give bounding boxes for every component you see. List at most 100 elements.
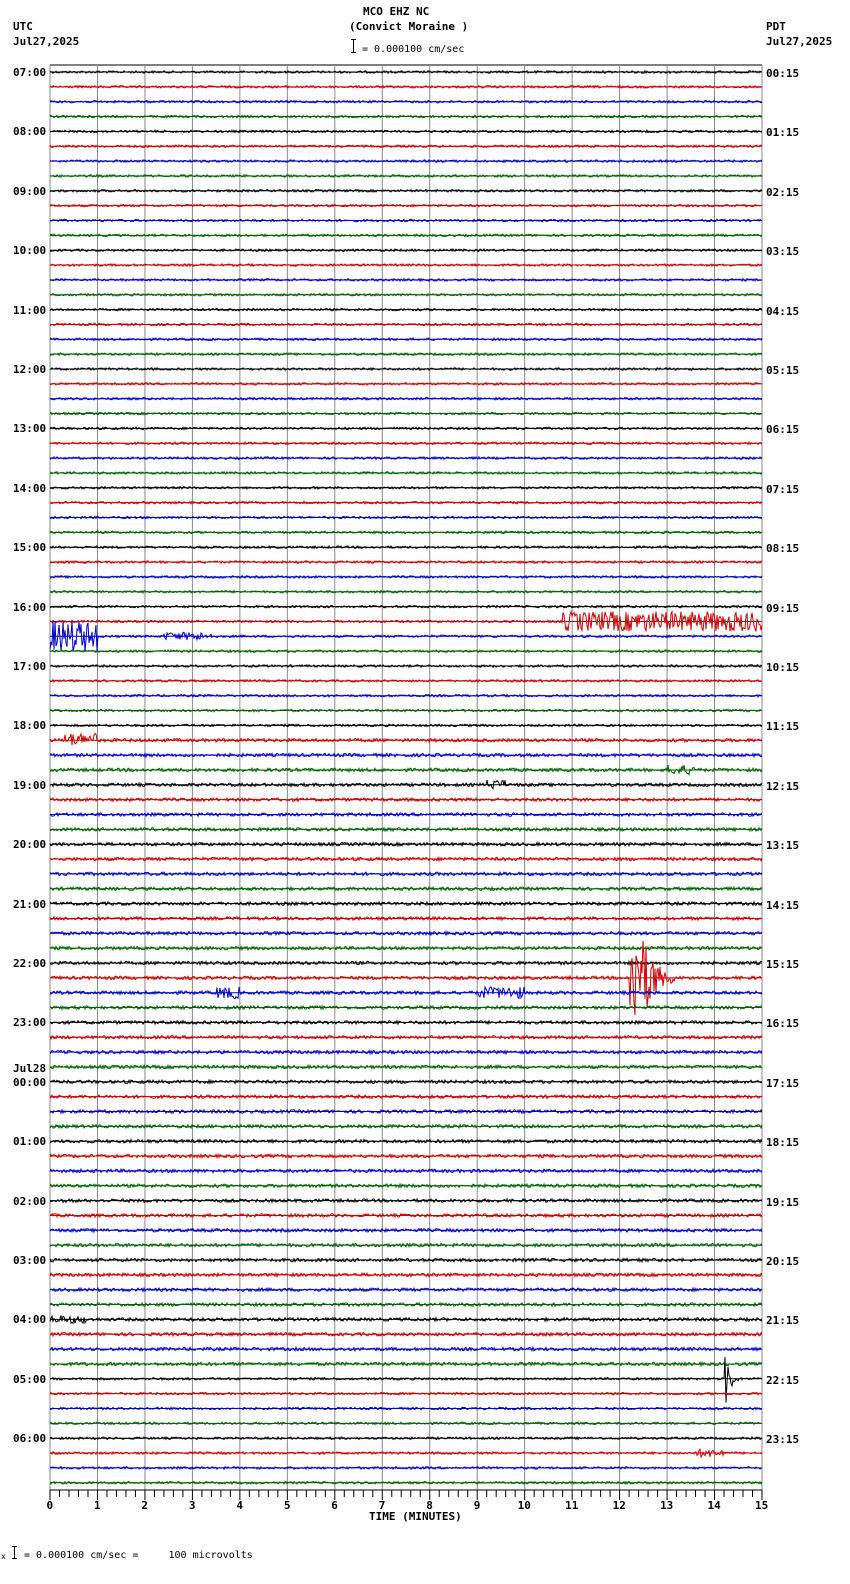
utc-hour-label: 18:00 xyxy=(13,719,47,733)
pdt-hour-label: 23:15 xyxy=(766,1433,800,1447)
pdt-hour-label: 05:15 xyxy=(766,364,800,377)
utc-hour-label: 20:00 xyxy=(13,838,47,852)
x-tick-label: 9 xyxy=(473,1499,481,1512)
seismic-trace xyxy=(49,455,763,461)
x-tick-label: 0 xyxy=(46,1499,54,1512)
pdt-hour-label: 11:15 xyxy=(766,720,800,734)
seismic-trace xyxy=(49,840,763,848)
seismic-trace xyxy=(49,1356,763,1403)
utc-hour-label: 08:00 xyxy=(13,125,47,139)
utc-hour-label: 15:00 xyxy=(13,541,47,555)
footer-scale-prefix: x xyxy=(1,1552,6,1561)
seismic-trace xyxy=(49,158,763,164)
x-tick-label: 2 xyxy=(141,1499,149,1512)
station-title: MCO EHZ NC xyxy=(363,5,430,18)
seismic-trace xyxy=(49,277,763,283)
seismic-trace xyxy=(49,1391,763,1396)
pdt-hour-label: 18:15 xyxy=(766,1136,800,1150)
seismic-trace xyxy=(49,1301,763,1308)
seismic-trace xyxy=(49,811,763,818)
seismic-trace xyxy=(49,470,763,476)
pdt-hour-label: 19:15 xyxy=(766,1195,800,1209)
seismic-trace xyxy=(50,351,763,357)
utc-hour-label: 23:00 xyxy=(13,1016,47,1030)
utc-hour-label: 21:00 xyxy=(13,897,47,911)
seismic-trace xyxy=(50,292,763,297)
seismic-trace xyxy=(49,1048,763,1056)
seismic-trace xyxy=(49,1152,763,1160)
seismic-trace xyxy=(49,648,763,654)
seismic-trace xyxy=(49,1197,763,1204)
seismic-trace xyxy=(49,262,763,268)
pdt-hour-label: 10:15 xyxy=(766,661,800,674)
x-tick-label: 15 xyxy=(755,1499,769,1512)
utc-hour-label: 22:00 xyxy=(13,957,47,970)
seismic-trace xyxy=(49,1331,763,1338)
seismic-trace xyxy=(49,1448,763,1459)
seismic-trace xyxy=(49,678,763,684)
seismic-trace xyxy=(49,1212,763,1219)
seismic-trace xyxy=(49,129,763,134)
seismic-trace xyxy=(49,1034,763,1041)
seismic-trace xyxy=(49,1465,763,1471)
pdt-hour-label: 01:15 xyxy=(766,126,800,140)
pdt-hour-label: 16:15 xyxy=(766,1017,800,1031)
utc-hour-label: 02:00 xyxy=(13,1194,47,1208)
seismic-trace xyxy=(49,915,763,922)
seismic-trace xyxy=(49,1004,763,1011)
utc-hour-label: 12:00 xyxy=(13,363,47,376)
station-location: (Convict Moraine ) xyxy=(349,20,469,33)
seismic-trace xyxy=(49,1256,763,1264)
seismic-trace xyxy=(49,1314,763,1325)
seismic-trace xyxy=(49,929,763,937)
utc-hour-label: 10:00 xyxy=(13,244,47,258)
seismic-trace xyxy=(49,396,763,402)
seismic-trace xyxy=(49,144,763,149)
seismic-trace xyxy=(49,1435,763,1441)
utc-hour-label: 13:00 xyxy=(13,422,47,436)
x-tick-label: 13 xyxy=(660,1499,674,1512)
seismic-trace xyxy=(49,796,763,803)
seismic-trace xyxy=(49,732,763,746)
seismic-trace xyxy=(49,381,762,386)
utc-hour-label: 03:00 xyxy=(13,1254,47,1267)
pdt-hour-label: 09:15 xyxy=(766,601,800,615)
utc-hour-label: 04:00 xyxy=(13,1313,47,1327)
footer-scale-text: = 0.000100 cm/sec = 100 microvolts xyxy=(24,1550,253,1561)
seismic-trace xyxy=(49,959,763,967)
utc-hour-label: 00:00 xyxy=(13,1075,47,1089)
pdt-hour-label: 03:15 xyxy=(766,245,800,259)
x-tick-label: 1 xyxy=(93,1499,101,1512)
seismic-trace xyxy=(49,515,763,520)
pdt-hour-label: 04:15 xyxy=(766,304,800,318)
seismic-trace xyxy=(49,84,763,90)
seismic-trace xyxy=(49,336,763,342)
pdt-hour-label: 21:15 xyxy=(766,1314,800,1328)
x-tick-label: 12 xyxy=(612,1499,626,1512)
seismic-trace xyxy=(49,411,763,416)
seismic-trace xyxy=(49,1063,763,1071)
seismic-trace xyxy=(49,426,763,431)
seismic-trace xyxy=(49,218,763,223)
x-tick-label: 6 xyxy=(331,1499,338,1512)
seismic-trace xyxy=(49,69,763,75)
seismic-trace xyxy=(49,1019,763,1026)
pdt-hour-label: 13:15 xyxy=(766,839,800,853)
scale-bar-icon xyxy=(351,39,356,53)
seismic-trace xyxy=(49,307,763,313)
seismic-trace xyxy=(49,723,763,728)
x-tick-label: 5 xyxy=(283,1499,291,1512)
seismic-trace xyxy=(49,1480,763,1486)
footer-scale-bar-icon xyxy=(12,1546,17,1559)
utc-hour-label: 09:00 xyxy=(13,184,47,198)
pdt-hour-label: 20:15 xyxy=(766,1255,800,1268)
pdt-hour-label: 02:15 xyxy=(766,185,800,199)
utc-hour-label: 07:00 xyxy=(13,66,47,79)
seismic-trace xyxy=(49,232,763,238)
utc-hour-label: 17:00 xyxy=(13,660,47,673)
seismic-trace xyxy=(49,485,763,491)
seismic-trace xyxy=(49,900,763,907)
utc-hour-label: 01:00 xyxy=(13,1135,47,1149)
utc-hour-label: 16:00 xyxy=(13,600,47,614)
